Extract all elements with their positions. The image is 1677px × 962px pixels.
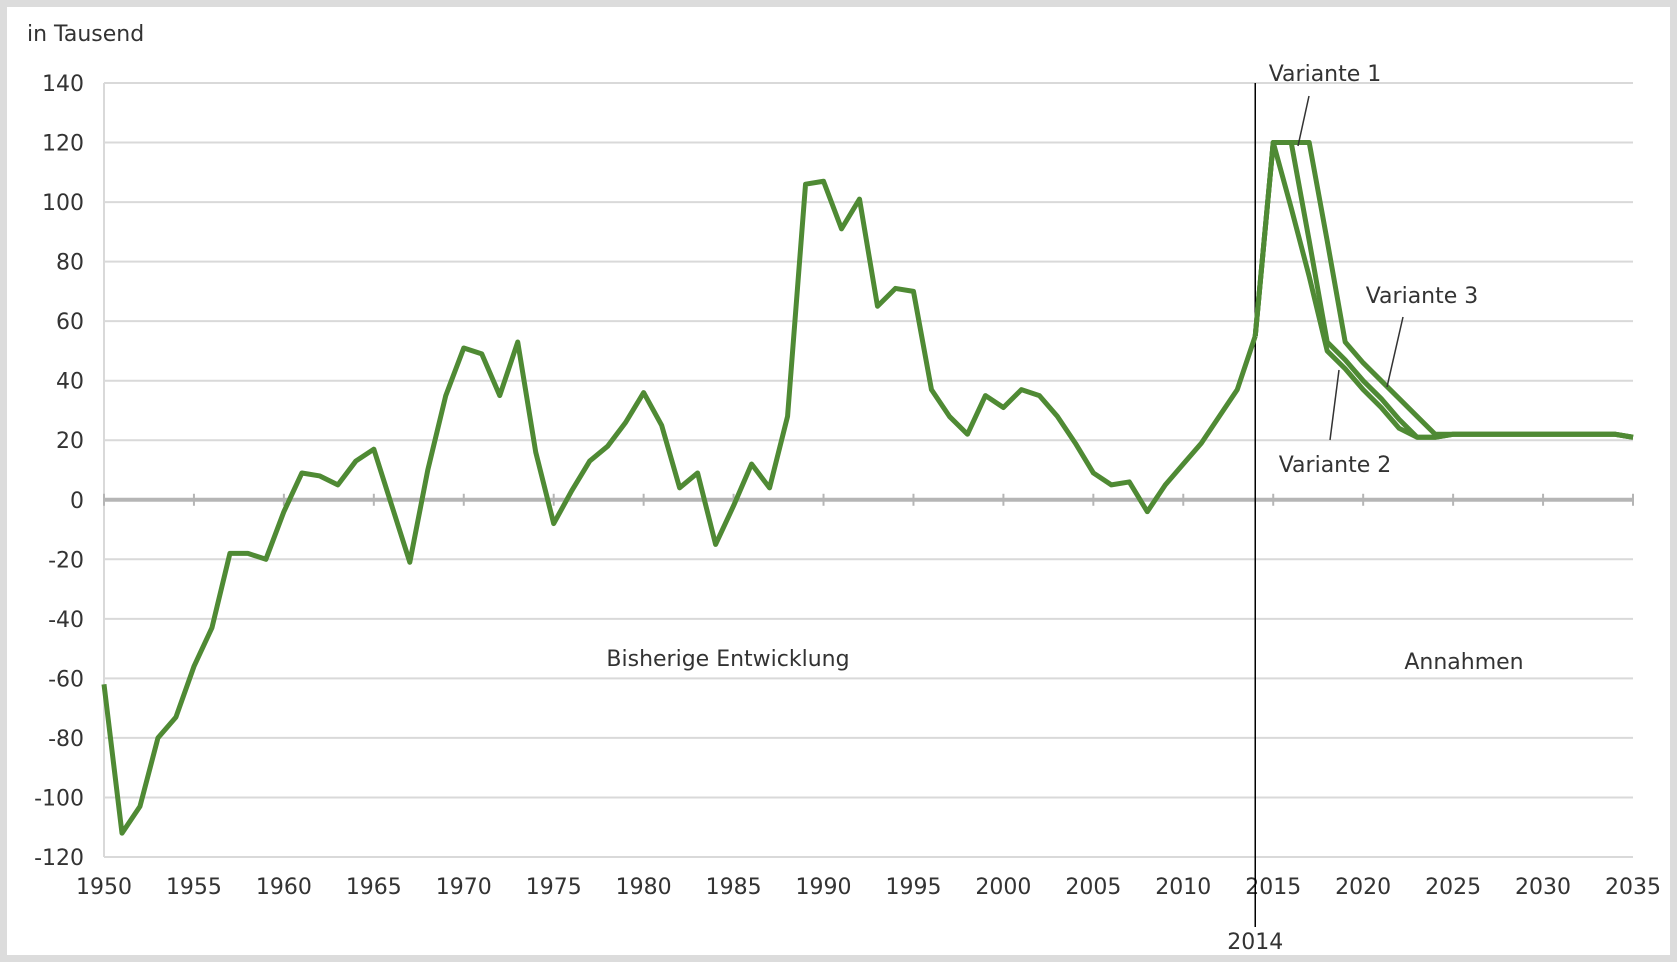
series-label: Variante 1	[1269, 62, 1382, 87]
y-tick-label: 80	[56, 251, 84, 276]
label-pointer	[1329, 369, 1340, 441]
x-tick-label: 1955	[166, 875, 222, 900]
x-tick-label: 1975	[526, 875, 582, 900]
x-tick-label: 1980	[616, 875, 672, 900]
series-line	[1252, 140, 1634, 440]
y-tick-label: -100	[34, 786, 84, 811]
annotation: Annahmen	[1404, 650, 1523, 675]
y-tick-label: -120	[34, 846, 84, 871]
x-tick-label: 2015	[1245, 875, 1301, 900]
series-line	[101, 178, 1258, 836]
label-pointer	[1297, 95, 1310, 147]
x-tick-label: 2005	[1065, 875, 1121, 900]
x-tick-label: 1950	[76, 875, 132, 900]
x-tick-label: 2010	[1155, 875, 1211, 900]
x-tick-label: 1970	[436, 875, 492, 900]
divider-label: 2014	[1227, 930, 1283, 955]
chart: in Tausend -120 -100 -80 -60 -40 -20 0 20 40 60 80…	[27, 22, 1661, 955]
x-tick-label: 1995	[885, 875, 941, 900]
y-tick-label: -60	[48, 667, 84, 692]
y-tick-label: 20	[56, 429, 84, 454]
y-tick-label: 60	[56, 310, 84, 335]
y-tick-label: -80	[48, 727, 84, 752]
series-label: Variante 2	[1279, 453, 1392, 478]
y-tick-label: 40	[56, 370, 84, 395]
x-tick-label: 1965	[346, 875, 402, 900]
y-tick-label: 0	[70, 489, 84, 514]
x-tick-label: 2025	[1425, 875, 1481, 900]
x-tick-label: 2035	[1605, 875, 1661, 900]
y-tick-label: -40	[48, 608, 84, 633]
x-tick-label: 1990	[796, 875, 852, 900]
annotation: Bisherige Entwicklung	[606, 647, 849, 672]
y-tick-label: -20	[48, 548, 84, 573]
label-pointer	[1386, 316, 1404, 388]
x-tick-label: 1985	[706, 875, 762, 900]
y-tick-label: 100	[42, 191, 84, 216]
x-tick-label: 1960	[256, 875, 312, 900]
x-tick-label: 2000	[975, 875, 1031, 900]
x-tick-label: 2030	[1515, 875, 1571, 900]
y-tick-label: 120	[42, 132, 84, 157]
series-label: Variante 3	[1366, 284, 1479, 309]
y-axis-label: in Tausend	[27, 22, 144, 47]
x-tick-label: 2020	[1335, 875, 1391, 900]
y-tick-label: 140	[42, 72, 84, 97]
